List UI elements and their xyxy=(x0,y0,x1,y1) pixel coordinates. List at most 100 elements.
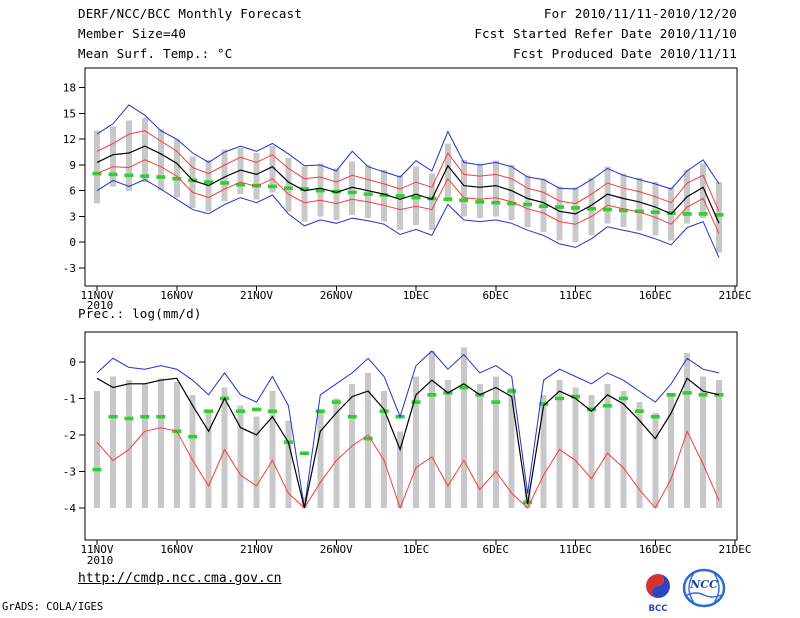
x-tick-label: 1DEC xyxy=(403,543,430,556)
series-climatology xyxy=(92,385,724,505)
climatology-dash xyxy=(267,409,277,413)
member-range-bar xyxy=(110,376,116,508)
y-tick-label: 12 xyxy=(63,133,76,146)
climatology-dash xyxy=(204,180,214,184)
climatology-dash xyxy=(571,206,580,210)
series-mean-plus-sd xyxy=(96,130,720,212)
climatology-dash xyxy=(236,182,245,187)
header-row-1: DERF/NCC/BCC Monthly Forecast For 2010/1… xyxy=(78,6,737,26)
y-tick-label: -3 xyxy=(63,465,76,478)
member-range-bar xyxy=(189,394,196,508)
member-range-bar xyxy=(205,409,212,508)
x-tick-label: 21DEC xyxy=(718,543,751,556)
x-tick-label: 6DEC xyxy=(483,543,510,556)
climatology-dash xyxy=(331,400,341,404)
climatology-dash xyxy=(379,409,389,413)
x-tick-label: 11DEC xyxy=(559,543,592,556)
y-tick-label: 0 xyxy=(69,236,76,249)
climatology-dash xyxy=(682,212,692,216)
member-size-label: Member Size=40 xyxy=(78,26,187,41)
plot-frame xyxy=(84,331,738,541)
member-range-bar xyxy=(636,402,643,508)
plot-frame xyxy=(84,67,738,287)
climatology-dash xyxy=(602,207,612,212)
member-range-bar xyxy=(94,391,100,508)
line-mean-plus-sd xyxy=(96,130,720,212)
series-maximum xyxy=(96,104,720,190)
climatology-dash xyxy=(571,394,580,399)
x-tick-label: 16NOV xyxy=(160,289,193,302)
member-range-bar xyxy=(476,383,483,508)
member-range-bar xyxy=(540,394,547,508)
climatology-dash xyxy=(475,200,485,204)
header-row-2: Member Size=40 Fcst Started Refer Date 2… xyxy=(78,26,737,46)
climatology-dash xyxy=(204,409,214,413)
ncc-logo-globe xyxy=(682,568,726,608)
member-range-bar xyxy=(413,376,419,508)
member-range-bar xyxy=(125,380,132,508)
grads-credit: GrADS: COLA/IGES xyxy=(2,601,104,613)
member-range-bar xyxy=(317,409,324,508)
series-member-range xyxy=(94,347,722,508)
x-tick-label: 1DEC xyxy=(403,289,430,302)
member-range-bar xyxy=(588,177,595,236)
member-range-bar xyxy=(365,165,372,219)
member-range-bar xyxy=(556,380,563,508)
climatology-dash xyxy=(491,200,501,205)
member-range-bar xyxy=(173,382,180,508)
climatology-dash xyxy=(507,201,517,206)
member-range-bar xyxy=(301,166,308,222)
climatology-dash xyxy=(491,400,501,404)
climatology-dash xyxy=(252,183,261,188)
climatology-dash xyxy=(459,198,469,202)
climatology-dash xyxy=(714,213,724,217)
climatology-dash xyxy=(363,436,373,441)
climatology-dash xyxy=(172,176,182,181)
y-tick-label: 15 xyxy=(63,107,76,120)
climatology-dash xyxy=(140,174,150,178)
climatology-dash xyxy=(650,210,660,214)
y-tick-label: -2 xyxy=(63,429,76,442)
climatology-dash xyxy=(283,186,293,190)
bcc-logo: BCC xyxy=(640,572,676,618)
climatology-dash xyxy=(634,409,644,413)
header-row-3: Mean Surf. Temp.: °C Fcst Produced Date … xyxy=(78,46,737,66)
member-range-bar xyxy=(588,394,595,508)
member-range-bar xyxy=(141,117,148,183)
climatology-dash xyxy=(347,190,357,195)
climatology-dash xyxy=(698,212,708,216)
member-range-bar xyxy=(636,177,643,231)
climatology-dash xyxy=(587,207,596,211)
member-range-bar xyxy=(444,143,451,200)
climatology-dash xyxy=(379,193,389,197)
temp-chart-title: Mean Surf. Temp.: °C xyxy=(78,46,233,61)
climatology-dash xyxy=(555,205,564,209)
climatology-dash xyxy=(427,393,437,397)
member-range-bar xyxy=(333,398,340,508)
x-tick-label: 16DEC xyxy=(639,289,672,302)
x-tick-label: 11NOV xyxy=(80,543,113,556)
climatology-dash xyxy=(156,175,166,179)
climatology-dash xyxy=(220,181,230,185)
series-mean-minus-sd xyxy=(96,159,720,234)
forecast-valid-range: For 2010/11/11-2010/12/20 xyxy=(543,6,737,21)
climatology-dash xyxy=(507,389,517,393)
member-range-bar xyxy=(253,416,260,508)
bcc-logo-text: BCC xyxy=(649,604,668,614)
line-mean-minus-sd xyxy=(96,159,720,234)
member-range-bar xyxy=(620,173,627,227)
line-minimum xyxy=(96,179,720,258)
y-tick-label: 18 xyxy=(63,82,76,95)
line-ensemble-mean xyxy=(96,377,720,509)
member-range-bar xyxy=(285,420,292,508)
x-tick-label: 16NOV xyxy=(160,543,193,556)
line-maximum xyxy=(96,350,720,508)
member-range-bar xyxy=(668,394,675,508)
x-tick-label: 6DEC xyxy=(483,289,510,302)
y-tick-label: 3 xyxy=(69,210,76,223)
ncc-logo-text: NCC xyxy=(689,578,718,591)
line-minimum xyxy=(96,427,720,510)
member-range-bar xyxy=(572,387,579,508)
